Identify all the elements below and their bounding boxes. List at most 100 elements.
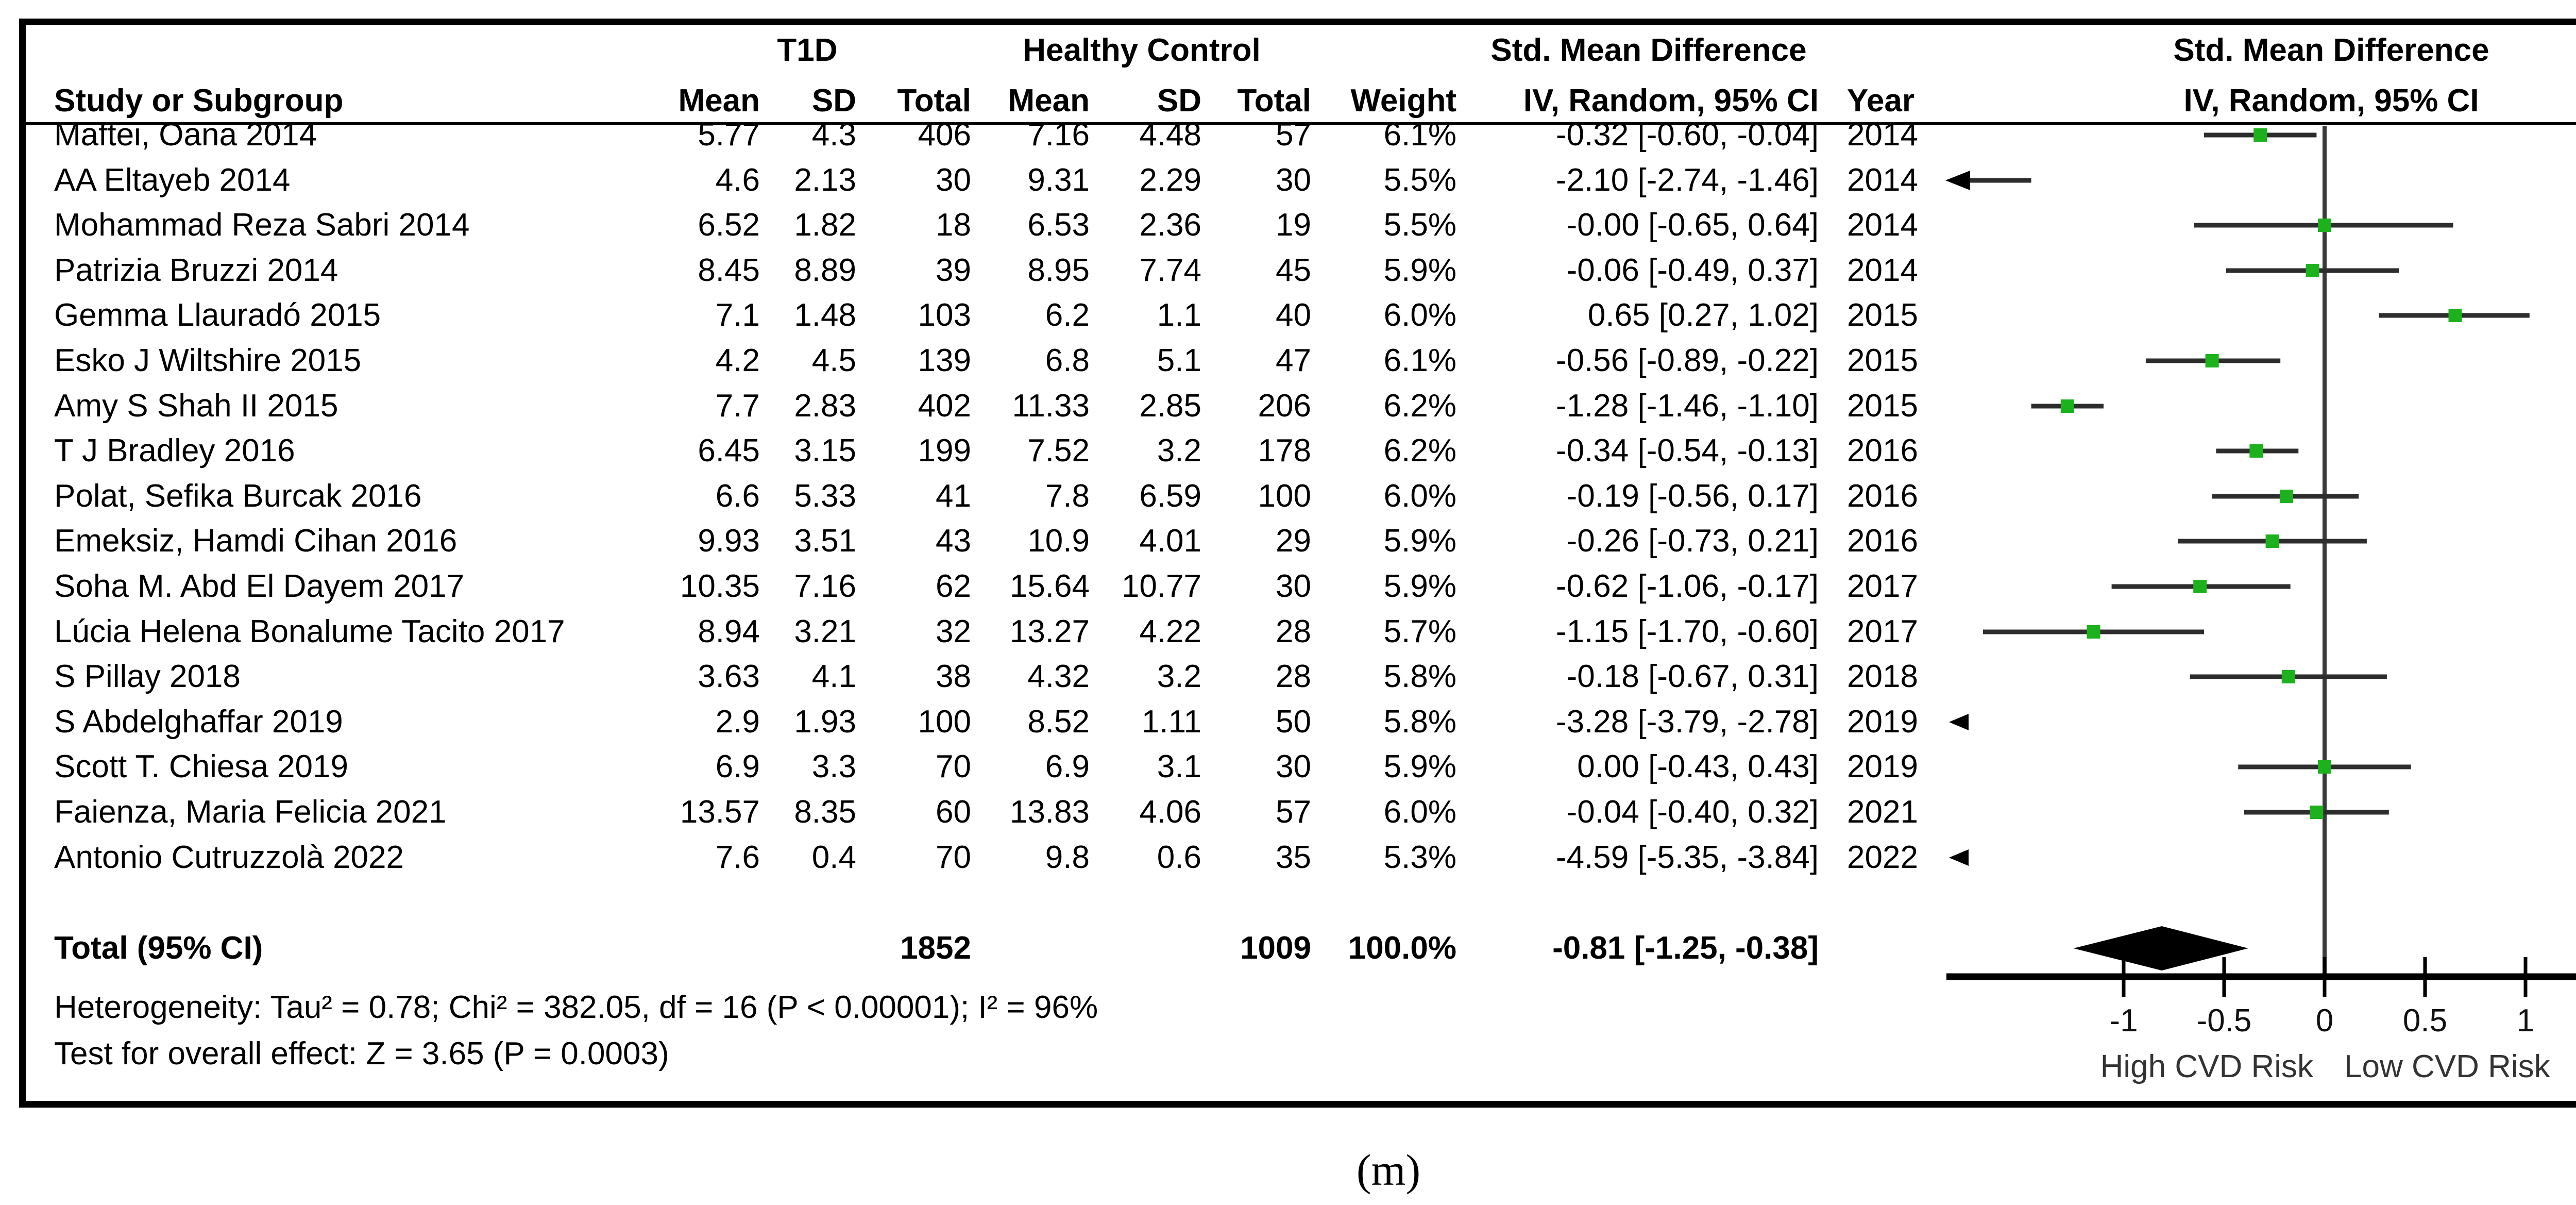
- t1d-sd-cell: 3.3: [811, 749, 856, 784]
- study-name: Patrizia Bruzzi 2014: [54, 253, 338, 288]
- weight-cell: 5.8%: [1383, 704, 1456, 740]
- t1d-sd-cell: 0.4: [811, 840, 856, 875]
- ci-text-cell: -0.06 [-0.49, 0.37]: [1566, 253, 1819, 288]
- hc-sd-cell: 6.59: [1139, 478, 1201, 514]
- ci-text-cell: -1.28 [-1.46, -1.10]: [1555, 388, 1819, 424]
- ci-text-cell: -1.15 [-1.70, -0.60]: [1555, 614, 1819, 649]
- t1d-total-cell: 402: [918, 388, 971, 424]
- hc-mean-cell: 15.64: [1009, 568, 1090, 604]
- axis-tick-label: 0: [2315, 1003, 2334, 1039]
- t1d-total-cell: 60: [936, 794, 971, 830]
- study-name: Scott T. Chiesa 2019: [54, 749, 348, 784]
- ci-text-cell: -4.59 [-5.35, -3.84]: [1555, 840, 1819, 875]
- axis-label-low-cvd-risk: Low CVD Risk: [2344, 1049, 2550, 1084]
- t1d-total-cell: 70: [936, 749, 971, 784]
- t1d-total-cell: 43: [936, 523, 971, 559]
- point-estimate-marker: [2265, 534, 2279, 548]
- hc-total-cell: 29: [1276, 523, 1311, 559]
- col-header-hc-total: Total: [1237, 83, 1312, 119]
- axis-label-high-cvd-risk: High CVD Risk: [2100, 1049, 2313, 1084]
- t1d-mean-cell: 8.45: [698, 253, 760, 288]
- total-label: Total (95% CI): [54, 930, 263, 966]
- point-estimate-marker: [2193, 580, 2207, 593]
- weight-cell: 5.7%: [1383, 614, 1456, 649]
- weight-cell: 5.9%: [1383, 253, 1456, 288]
- year-cell: 2014: [1847, 162, 1918, 198]
- hc-total-cell: 57: [1276, 117, 1311, 153]
- t1d-sd-cell: 4.5: [811, 343, 856, 378]
- study-name: T J Bradley 2016: [54, 433, 295, 468]
- point-estimate-marker: [2318, 219, 2331, 232]
- t1d-sd-cell: 3.21: [794, 614, 856, 649]
- ci-text-cell: -2.10 [-2.74, -1.46]: [1555, 162, 1819, 198]
- heterogeneity-text: Heterogeneity: Tau² = 0.78; Chi² = 382.0…: [54, 990, 1098, 1025]
- figure-caption: (m): [1356, 1145, 1421, 1195]
- t1d-sd-cell: 1.82: [794, 207, 856, 243]
- t1d-mean-cell: 7.7: [715, 388, 760, 424]
- hc-sd-cell: 1.11: [1141, 704, 1201, 740]
- t1d-total-cell: 199: [918, 433, 971, 468]
- t1d-sd-cell: 4.1: [811, 659, 856, 694]
- hc-mean-cell: 8.52: [1027, 704, 1090, 740]
- point-estimate-marker: [2279, 490, 2293, 503]
- point-estimate-marker: [2087, 625, 2100, 639]
- year-cell: 2015: [1847, 343, 1918, 378]
- ci-left-arrowhead: [1945, 171, 1970, 190]
- t1d-sd-cell: 5.33: [794, 478, 856, 514]
- point-estimate-marker: [2306, 264, 2319, 277]
- hc-sd-cell: 3.1: [1157, 749, 1201, 784]
- col-header-study: Study or Subgroup: [54, 83, 344, 119]
- t1d-sd-cell: 7.16: [794, 568, 856, 604]
- col-header-iv-ci-plot: IV, Random, 95% CI: [2183, 83, 2479, 119]
- hc-mean-cell: 6.2: [1045, 297, 1090, 333]
- t1d-mean-cell: 5.77: [698, 117, 760, 153]
- weight-cell: 5.3%: [1383, 840, 1456, 875]
- t1d-mean-cell: 4.6: [715, 162, 760, 198]
- t1d-total-cell: 103: [918, 297, 971, 333]
- hc-total-cell: 50: [1276, 704, 1311, 740]
- year-cell: 2017: [1847, 614, 1918, 649]
- weight-cell: 5.9%: [1383, 749, 1456, 784]
- axis-tick-label: 1: [2516, 1003, 2535, 1039]
- t1d-total-cell: 139: [918, 343, 971, 378]
- hc-mean-cell: 11.33: [1012, 388, 1090, 424]
- hc-sd-cell: 4.06: [1139, 794, 1201, 830]
- study-name: Antonio Cutruzzolà 2022: [54, 840, 404, 875]
- year-cell: 2016: [1847, 433, 1918, 468]
- weight-cell: 5.9%: [1383, 523, 1456, 559]
- figure-border: [19, 19, 2576, 1108]
- weight-cell: 6.0%: [1383, 478, 1456, 514]
- t1d-mean-cell: 9.93: [698, 523, 760, 559]
- hc-sd-cell: 10.77: [1121, 568, 1201, 604]
- t1d-sd-cell: 2.13: [794, 162, 856, 198]
- hc-sd-cell: 3.2: [1157, 433, 1201, 468]
- t1d-mean-cell: 4.2: [715, 343, 760, 378]
- ci-text-cell: -0.62 [-1.06, -0.17]: [1555, 568, 1819, 604]
- point-estimate-marker: [2253, 128, 2267, 142]
- study-name: Faienza, Maria Felicia 2021: [54, 794, 447, 830]
- t1d-total-cell: 39: [936, 253, 971, 288]
- study-name: Maftei, Oana 2014: [54, 117, 317, 153]
- ci-text-cell: -0.34 [-0.54, -0.13]: [1555, 433, 1819, 468]
- study-name: Polat, Sefika Burcak 2016: [54, 478, 422, 514]
- ci-text-cell: -0.04 [-0.40, 0.32]: [1566, 794, 1819, 830]
- hc-sd-cell: 3.2: [1157, 659, 1201, 694]
- point-estimate-marker: [2060, 399, 2074, 413]
- weight-cell: 5.9%: [1383, 568, 1456, 604]
- total-diamond: [2073, 926, 2248, 970]
- hc-total-cell: 30: [1276, 162, 1311, 198]
- hc-mean-cell: 13.83: [1009, 794, 1090, 830]
- year-cell: 2016: [1847, 478, 1918, 514]
- weight-cell: 6.2%: [1383, 433, 1456, 468]
- weight-cell: 5.8%: [1383, 659, 1456, 694]
- study-name: Amy S Shah II 2015: [54, 388, 338, 424]
- hc-mean-cell: 7.16: [1027, 117, 1090, 153]
- ci-text-cell: -0.19 [-0.56, 0.17]: [1566, 478, 1819, 514]
- t1d-mean-cell: 10.35: [680, 568, 760, 604]
- total-ci-text: -0.81 [-1.25, -0.38]: [1552, 930, 1819, 966]
- hc-sd-cell: 2.85: [1139, 388, 1201, 424]
- hc-total-cell: 19: [1276, 207, 1311, 243]
- t1d-mean-cell: 6.45: [698, 433, 760, 468]
